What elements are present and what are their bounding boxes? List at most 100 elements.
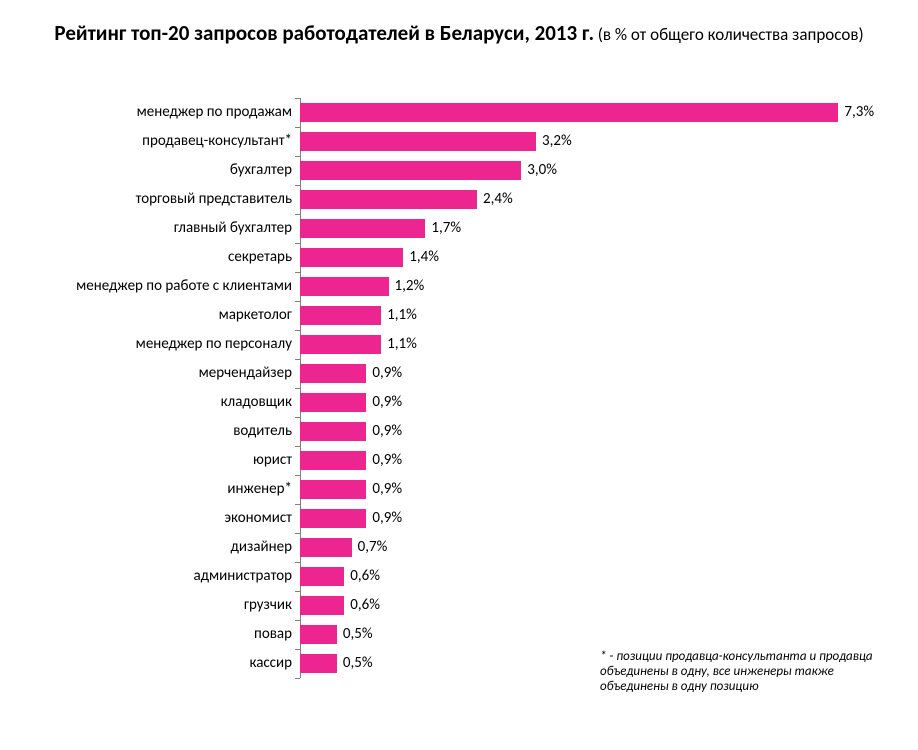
y-axis-tick xyxy=(295,591,300,592)
y-axis-tick xyxy=(295,417,300,418)
value-label: 7,3% xyxy=(838,103,874,122)
category-label: кладовщик xyxy=(221,393,300,412)
y-axis-tick xyxy=(295,330,300,331)
category-label: менеджер по работе с клиентами xyxy=(76,277,300,296)
bar-row: продавец-консультант*3,2% xyxy=(300,132,890,151)
plot-area: менеджер по продажам7,3%продавец-консуль… xyxy=(300,98,890,678)
value-label: 0,5% xyxy=(337,625,373,644)
bar: 0,6% xyxy=(300,567,344,586)
category-label: главный бухгалтер xyxy=(174,219,300,238)
value-label: 0,5% xyxy=(337,654,373,673)
category-label: менеджер по персоналу xyxy=(136,335,300,354)
bar: 2,4% xyxy=(300,190,477,209)
value-label: 3,2% xyxy=(536,132,572,151)
bar-row: менеджер по персоналу1,1% xyxy=(300,335,890,354)
value-label: 0,9% xyxy=(366,509,402,528)
chart-container: Рейтинг топ-20 запросов работодателей в … xyxy=(0,0,918,750)
category-label: торговый представитель xyxy=(136,190,300,209)
value-label: 1,1% xyxy=(381,306,417,325)
y-axis-tick xyxy=(295,301,300,302)
bar: 0,5% xyxy=(300,654,337,673)
category-label: кассир xyxy=(249,654,300,673)
y-axis-tick xyxy=(295,185,300,186)
chart-title-main: Рейтинг топ-20 запросов работодателей в … xyxy=(54,20,594,46)
category-label: менеджер по продажам xyxy=(137,103,300,122)
bar-row: главный бухгалтер1,7% xyxy=(300,219,890,238)
bar: 7,3% xyxy=(300,103,838,122)
y-axis-tick xyxy=(295,649,300,650)
chart-footnote: * - позиции продавца-консультанта и прод… xyxy=(600,650,900,695)
bar-row: кладовщик0,9% xyxy=(300,393,890,412)
category-label: продавец-консультант* xyxy=(142,132,300,151)
bar-row: инженер*0,9% xyxy=(300,480,890,499)
category-label: секретарь xyxy=(228,248,300,267)
bar: 0,7% xyxy=(300,538,352,557)
bar-row: торговый представитель2,4% xyxy=(300,190,890,209)
category-label: грузчик xyxy=(244,596,300,615)
bar: 1,1% xyxy=(300,335,381,354)
bar: 1,4% xyxy=(300,248,403,267)
bar-row: экономист0,9% xyxy=(300,509,890,528)
bar: 1,7% xyxy=(300,219,425,238)
category-label: бухгалтер xyxy=(230,161,300,180)
category-label: экономист xyxy=(224,509,300,528)
chart-title-sub: (в % от общего количества запросов) xyxy=(598,24,864,45)
bar-row: бухгалтер3,0% xyxy=(300,161,890,180)
value-label: 0,6% xyxy=(344,596,380,615)
value-label: 2,4% xyxy=(477,190,513,209)
y-axis-tick xyxy=(295,214,300,215)
y-axis-tick xyxy=(295,533,300,534)
value-label: 0,9% xyxy=(366,364,402,383)
bar: 0,9% xyxy=(300,422,366,441)
bar: 0,5% xyxy=(300,625,337,644)
y-axis xyxy=(300,98,301,678)
y-axis-tick xyxy=(295,678,300,679)
bar-row: менеджер по работе с клиентами1,2% xyxy=(300,277,890,296)
category-label: инженер* xyxy=(227,480,300,499)
y-axis-tick xyxy=(295,127,300,128)
value-label: 1,7% xyxy=(425,219,461,238)
y-axis-tick xyxy=(295,243,300,244)
bar: 0,9% xyxy=(300,364,366,383)
category-label: дизайнер xyxy=(231,538,300,557)
bar: 0,6% xyxy=(300,596,344,615)
y-axis-tick xyxy=(295,272,300,273)
category-label: повар xyxy=(254,625,300,644)
value-label: 1,2% xyxy=(389,277,425,296)
bar: 1,2% xyxy=(300,277,389,296)
bar-row: мерчендайзер0,9% xyxy=(300,364,890,383)
value-label: 1,4% xyxy=(403,248,439,267)
value-label: 0,6% xyxy=(344,567,380,586)
bar: 0,9% xyxy=(300,451,366,470)
category-label: администратор xyxy=(193,567,300,586)
y-axis-tick xyxy=(295,98,300,99)
bar-row: секретарь1,4% xyxy=(300,248,890,267)
value-label: 0,9% xyxy=(366,393,402,412)
category-label: маркетолог xyxy=(219,306,300,325)
bar: 3,2% xyxy=(300,132,536,151)
y-axis-tick xyxy=(295,359,300,360)
bar: 0,9% xyxy=(300,480,366,499)
value-label: 0,7% xyxy=(352,538,388,557)
bar: 3,0% xyxy=(300,161,521,180)
bar-row: администратор0,6% xyxy=(300,567,890,586)
chart-title: Рейтинг топ-20 запросов работодателей в … xyxy=(0,0,918,46)
y-axis-tick xyxy=(295,446,300,447)
value-label: 1,1% xyxy=(381,335,417,354)
y-axis-tick xyxy=(295,156,300,157)
y-axis-tick xyxy=(295,504,300,505)
value-label: 3,0% xyxy=(521,161,557,180)
y-axis-tick xyxy=(295,620,300,621)
category-label: мерчендайзер xyxy=(199,364,300,383)
bar-row: водитель0,9% xyxy=(300,422,890,441)
bar: 0,9% xyxy=(300,393,366,412)
value-label: 0,9% xyxy=(366,451,402,470)
y-axis-tick xyxy=(295,388,300,389)
value-label: 0,9% xyxy=(366,422,402,441)
bar: 0,9% xyxy=(300,509,366,528)
value-label: 0,9% xyxy=(366,480,402,499)
bar-row: повар0,5% xyxy=(300,625,890,644)
y-axis-tick xyxy=(295,475,300,476)
bar-row: дизайнер0,7% xyxy=(300,538,890,557)
bar-row: грузчик0,6% xyxy=(300,596,890,615)
